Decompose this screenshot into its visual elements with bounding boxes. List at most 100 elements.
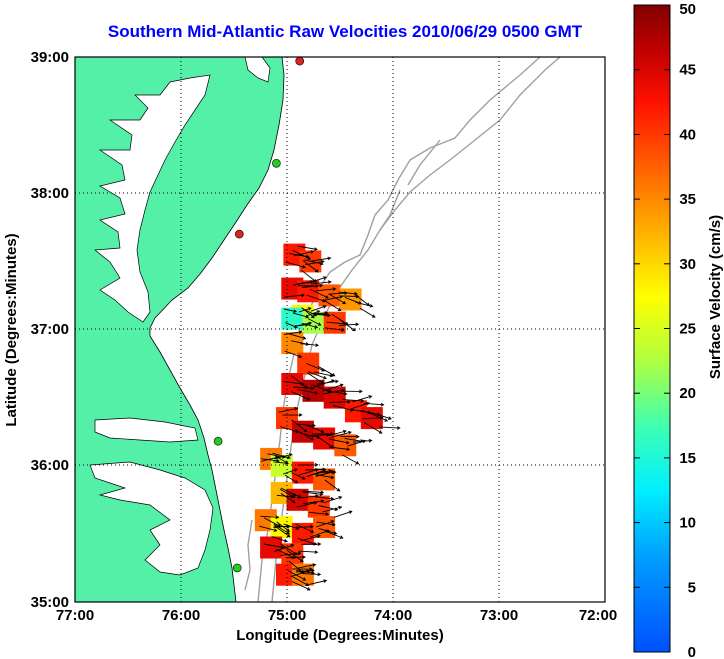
y-axis-label: Latitude (Degrees:Minutes): [3, 233, 20, 426]
velocity-arrow: [287, 570, 307, 581]
velocity-cell: [313, 468, 336, 491]
velocity-arrow: [341, 294, 360, 299]
delaware-bay: [244, 57, 271, 83]
velocity-cell: [307, 495, 330, 518]
velocity-arrow: [287, 550, 304, 563]
velocity-arrow: [314, 496, 335, 501]
velocity-cell: [260, 536, 283, 559]
velocity-arrow: [301, 542, 322, 546]
velocity-arrow: [278, 406, 299, 413]
grid-lines: [75, 57, 605, 602]
x-tick-label: 73:00: [480, 607, 518, 624]
velocity-arrow: [300, 343, 320, 347]
velocity-arrow: [276, 548, 296, 559]
velocity-arrow: [279, 543, 298, 556]
velocity-arrow: [315, 520, 335, 528]
velocity-arrow: [311, 280, 332, 285]
velocity-arrow: [297, 284, 320, 288]
velocity-arrow: [329, 446, 351, 452]
x-tick-label: 75:00: [268, 607, 306, 624]
velocity-arrow: [326, 390, 348, 396]
velocity-arrow: [295, 429, 315, 441]
velocity-arrow: [306, 310, 321, 317]
velocity-arrow: [355, 294, 371, 307]
velocity-arrow: [325, 530, 344, 539]
y-axis-ticks: 39:00 38:00 37:00 36:00 35:00: [31, 49, 69, 611]
velocity-arrow: [340, 434, 360, 439]
velocity-arrow: [307, 276, 327, 284]
velocity-arrow: [293, 386, 315, 391]
colorbar-tick-label: 45: [679, 62, 696, 79]
velocity-arrow: [285, 261, 306, 269]
velocity-arrow: [295, 523, 315, 534]
velocity-cell: [334, 434, 357, 457]
velocity-arrow: [297, 389, 319, 395]
velocity-arrow: [310, 305, 327, 312]
radar-station-marker: [272, 159, 281, 168]
x-tick-label: 76:00: [162, 607, 200, 624]
radar-station-marker: [232, 563, 242, 573]
velocity-arrow: [298, 550, 319, 554]
velocity-arrow: [306, 469, 327, 478]
velocity-arrow: [341, 389, 363, 394]
velocity-arrow: [331, 430, 352, 438]
y-tick-label: 36:00: [31, 457, 69, 474]
velocity-arrow: [298, 307, 312, 313]
velocity-cell: [313, 427, 336, 450]
velocity-arrow: [318, 527, 338, 535]
pamlico-sound: [89, 461, 214, 576]
velocity-arrow: [284, 350, 303, 359]
y-tick-label: 39:00: [31, 49, 69, 66]
velocity-arrow: [368, 412, 389, 422]
velocity-arrow: [326, 429, 347, 437]
velocity-arrow: [290, 575, 310, 586]
velocity-arrow: [324, 327, 345, 332]
y-tick-label: 35:00: [31, 594, 69, 611]
x-axis-ticks: 77:00 76:00 75:00 74:00 73:00 72:00: [56, 607, 617, 624]
velocity-arrow: [302, 490, 325, 495]
velocity-arrow: [283, 308, 298, 313]
velocity-arrow: [291, 419, 308, 433]
colorbar-tick-label: 35: [679, 191, 696, 208]
velocity-arrow: [310, 288, 329, 299]
velocity-arrow: [350, 401, 370, 410]
x-tick-label: 72:00: [579, 607, 617, 624]
velocity-cell: [297, 352, 320, 375]
velocity-arrow: [379, 426, 401, 430]
velocity-arrow: [291, 472, 306, 480]
velocity-arrow: [297, 563, 317, 569]
velocity-arrow: [280, 551, 302, 556]
radar-station-marker: [235, 229, 244, 239]
velocity-arrow: [344, 296, 363, 305]
velocity-arrow: [341, 454, 360, 465]
velocity-arrow: [282, 413, 303, 417]
velocity-arrow: [333, 510, 353, 518]
velocity-arrow: [280, 487, 297, 497]
velocity-arrow: [304, 423, 325, 434]
colorbar-tick-label: 15: [679, 450, 696, 467]
velocity-arrow: [316, 470, 336, 477]
velocity-arrow: [298, 321, 313, 326]
velocity-arrow: [317, 365, 336, 377]
colorbar-tick-label: 0: [688, 644, 696, 659]
velocity-arrow: [280, 492, 296, 504]
velocity-arrow: [300, 534, 321, 542]
velocity-arrow: [328, 438, 350, 445]
velocity-arrow: [291, 391, 311, 401]
albemarle-sound: [94, 417, 199, 443]
y-tick-label: 37:00: [31, 321, 69, 338]
plot-frame: [74, 56, 606, 603]
chesapeake-bay: [94, 74, 211, 323]
velocity-arrow: [276, 494, 295, 499]
velocity-arrow: [288, 333, 307, 340]
x-tick-label: 74:00: [374, 607, 412, 624]
velocity-arrow: [331, 313, 349, 326]
velocity-arrow: [309, 511, 330, 516]
velocity-arrow: [293, 524, 314, 529]
radar-stations: [213, 56, 305, 573]
velocity-arrow: [292, 249, 312, 260]
velocity-arrow: [308, 371, 327, 380]
velocity-arrow: [315, 313, 332, 318]
